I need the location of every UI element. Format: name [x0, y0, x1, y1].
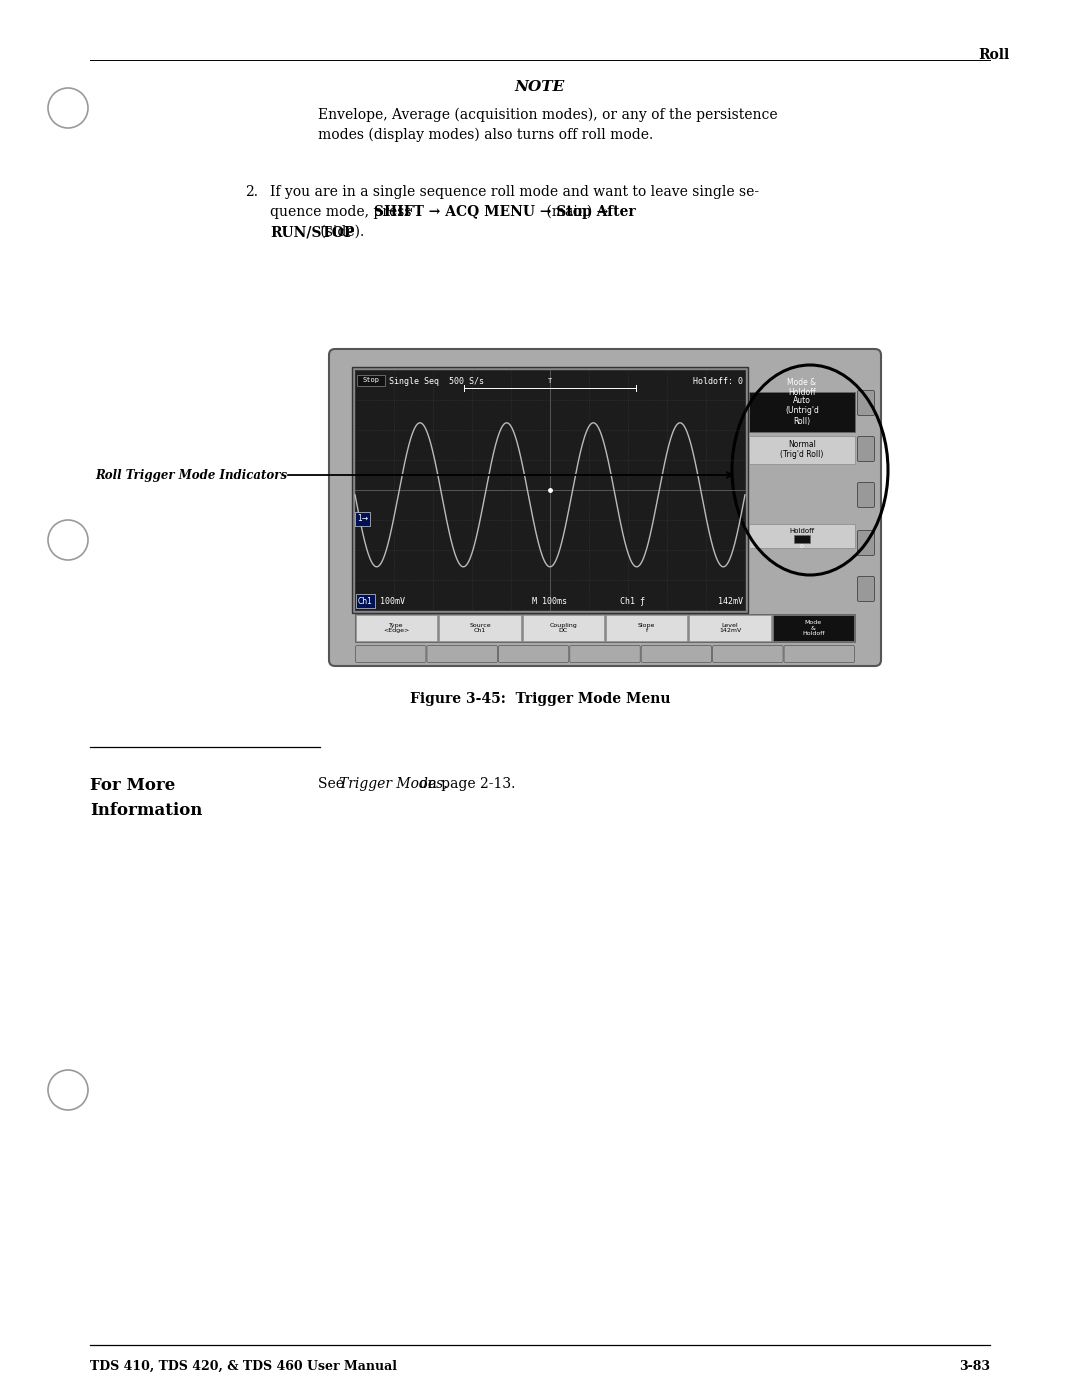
FancyBboxPatch shape	[858, 391, 875, 415]
Bar	[352, 367, 748, 613]
FancyBboxPatch shape	[858, 531, 875, 556]
FancyBboxPatch shape	[329, 349, 881, 666]
Text: For More
Information: For More Information	[90, 777, 202, 819]
Text: 3-83: 3-83	[959, 1361, 990, 1373]
Text: Ch1: Ch1	[357, 597, 373, 605]
Text: Type
<Edge>: Type <Edge>	[383, 623, 409, 633]
Text: Slope
f: Slope f	[638, 623, 656, 633]
Text: quence mode, press: quence mode, press	[270, 205, 416, 219]
Text: Roll: Roll	[978, 47, 1010, 61]
Text: on page 2-13.: on page 2-13.	[415, 777, 515, 791]
Text: 142mV: 142mV	[718, 597, 743, 605]
Bar	[689, 615, 771, 641]
Text: Coupling
DC: Coupling DC	[550, 623, 577, 633]
Text: T: T	[548, 379, 552, 384]
Text: Holdoff: Holdoff	[789, 528, 814, 534]
Text: NOTE: NOTE	[515, 80, 565, 94]
FancyBboxPatch shape	[498, 645, 569, 662]
Bar	[355, 370, 745, 610]
FancyBboxPatch shape	[858, 577, 875, 602]
FancyBboxPatch shape	[858, 436, 875, 461]
Text: Envelope, Average (acquisition modes), or any of the persistence: Envelope, Average (acquisition modes), o…	[318, 108, 778, 123]
Bar	[356, 615, 437, 641]
Bar	[523, 615, 604, 641]
Text: Normal
(Trig'd Roll): Normal (Trig'd Roll)	[781, 440, 824, 460]
Text: Level
142mV: Level 142mV	[719, 623, 741, 633]
Text: Single Seq  500 S/s: Single Seq 500 S/s	[389, 377, 484, 386]
Text: M 100ms: M 100ms	[532, 597, 567, 605]
Text: 100mV: 100mV	[380, 597, 405, 605]
Text: Auto
(Untrig'd
Roll): Auto (Untrig'd Roll)	[785, 395, 819, 426]
Text: Stop: Stop	[363, 377, 379, 383]
Bar	[750, 436, 855, 464]
Text: Figure 3-45:  Trigger Mode Menu: Figure 3-45: Trigger Mode Menu	[409, 692, 671, 705]
Text: modes (display modes) also turns off roll mode.: modes (display modes) also turns off rol…	[318, 129, 653, 142]
Bar	[355, 615, 855, 643]
Text: RUN/STOP: RUN/STOP	[270, 225, 354, 239]
Text: (main) →: (main) →	[542, 205, 608, 219]
Bar	[606, 615, 687, 641]
Text: Roll Trigger Mode Indicators: Roll Trigger Mode Indicators	[95, 468, 287, 482]
Text: Mode &
Holdoff: Mode & Holdoff	[787, 379, 816, 397]
FancyBboxPatch shape	[427, 645, 498, 662]
Text: Source
Ch1: Source Ch1	[469, 623, 490, 633]
Text: 2.: 2.	[245, 184, 258, 198]
Text: Holdoff: 0: Holdoff: 0	[693, 377, 743, 386]
Bar	[357, 374, 384, 386]
Bar	[794, 535, 810, 543]
Text: 0: 0	[800, 545, 804, 549]
Text: Ch1 ƒ: Ch1 ƒ	[620, 597, 645, 605]
Text: If you are in a single sequence roll mode and want to leave single se-: If you are in a single sequence roll mod…	[270, 184, 759, 198]
Text: (side).: (side).	[316, 225, 364, 239]
Bar	[772, 615, 854, 641]
FancyBboxPatch shape	[642, 645, 712, 662]
Bar	[440, 615, 521, 641]
FancyBboxPatch shape	[570, 645, 640, 662]
Text: SHIFT → ACQ MENU → Stop After: SHIFT → ACQ MENU → Stop After	[375, 205, 636, 219]
FancyBboxPatch shape	[784, 645, 854, 662]
Bar	[750, 524, 855, 548]
FancyBboxPatch shape	[858, 482, 875, 507]
Text: 1→: 1→	[357, 514, 368, 524]
FancyBboxPatch shape	[713, 645, 783, 662]
Text: See: See	[318, 777, 349, 791]
Text: Mode
&
Holdoff: Mode & Holdoff	[802, 620, 825, 636]
Text: TDS 410, TDS 420, & TDS 460 User Manual: TDS 410, TDS 420, & TDS 460 User Manual	[90, 1361, 397, 1373]
Bar	[750, 393, 855, 432]
FancyBboxPatch shape	[355, 645, 426, 662]
Text: Trigger Modes,: Trigger Modes,	[339, 777, 447, 791]
